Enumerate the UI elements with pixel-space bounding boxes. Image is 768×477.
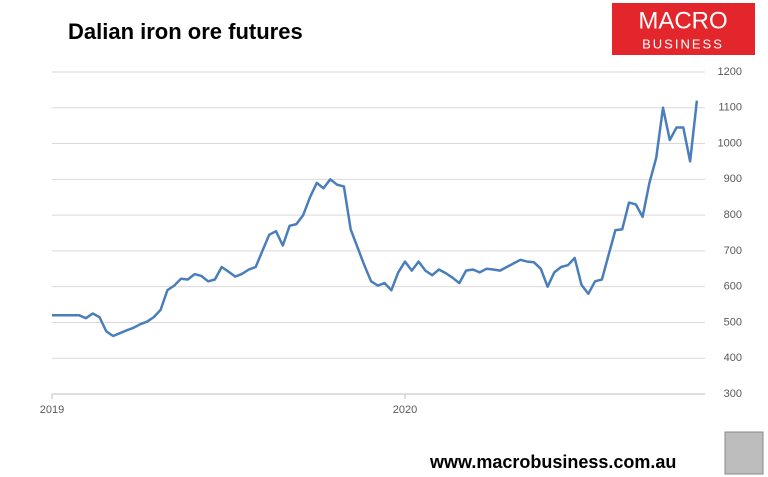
data-line [52,100,699,338]
logo-text: BUSINESS [642,36,724,51]
y-tick-label: 400 [724,352,742,364]
y-tick-label: 1000 [718,137,742,149]
y-tick-label: 500 [724,316,742,328]
chart-title: Dalian iron ore futures [68,19,303,44]
y-tick-label: 600 [724,281,742,293]
y-tick-label: 800 [724,209,742,221]
y-tick-label: 1100 [718,102,742,114]
y-tick-label: 1200 [718,66,742,78]
x-tick-label: 2020 [393,404,417,416]
y-tick-label: 700 [724,245,742,257]
x-tick-label: 2019 [40,404,64,416]
logo-box [612,3,755,55]
wolf-icon [724,431,764,475]
logo: MACRO BUSINESS [612,3,755,55]
logo-text: MACRO [638,7,727,34]
y-tick-label: 300 [724,388,742,400]
y-tick-label: 900 [724,173,742,185]
footer-url: www.macrobusiness.com.au [429,452,676,472]
